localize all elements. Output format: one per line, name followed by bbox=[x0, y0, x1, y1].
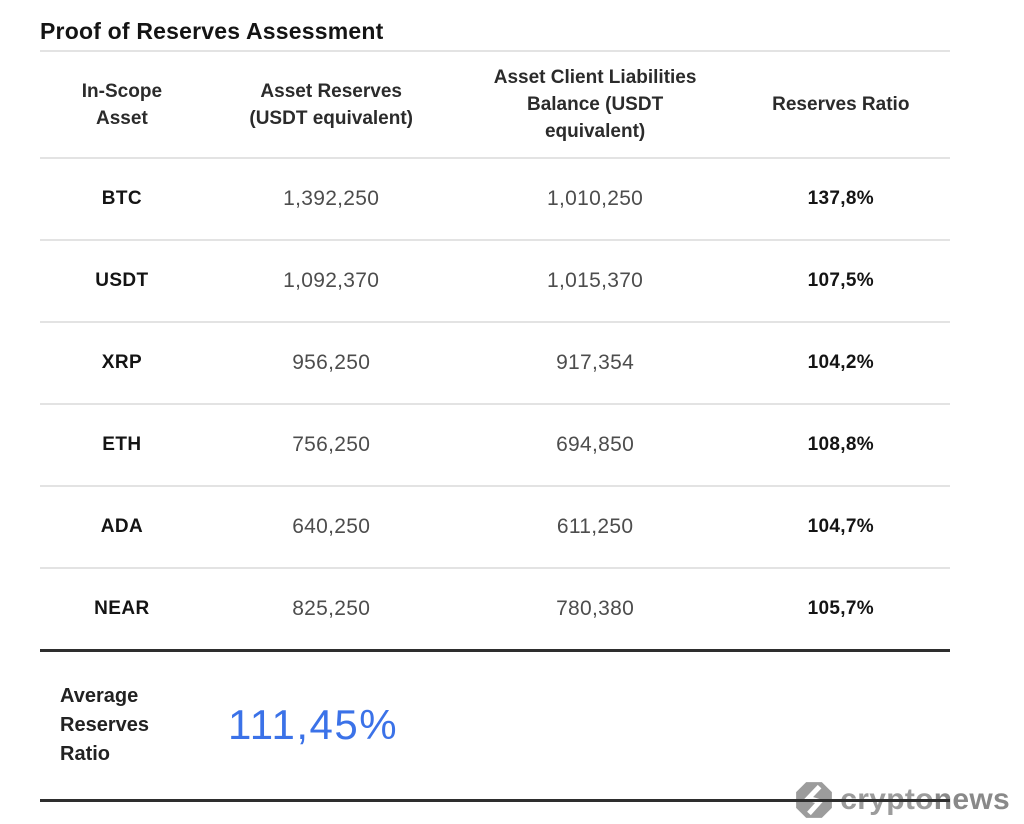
asset-name: USDT bbox=[95, 270, 149, 291]
table-row: BTC 1,392,250 1,010,250 137,8% bbox=[40, 159, 950, 241]
reserves-ratio: 104,7% bbox=[807, 516, 874, 537]
asset-reserves: 1,092,370 bbox=[283, 269, 380, 292]
table-row: ETH 756,250 694,850 108,8% bbox=[40, 405, 950, 487]
asset-reserves: 1,392,250 bbox=[283, 187, 380, 210]
asset-reserves: 956,250 bbox=[292, 351, 371, 374]
reserves-ratio: 108,8% bbox=[807, 434, 874, 455]
asset-liabilities: 611,250 bbox=[556, 515, 634, 538]
asset-name: BTC bbox=[101, 188, 143, 209]
reserves-ratio: 105,7% bbox=[807, 598, 874, 619]
reserves-table: In-Scope Asset Asset Reserves (USDT equi… bbox=[40, 50, 950, 652]
asset-liabilities: 780,380 bbox=[556, 597, 635, 620]
reserves-ratio: 104,2% bbox=[807, 352, 874, 373]
col-header-reserves: Asset Reserves (USDT equivalent) bbox=[249, 80, 413, 129]
asset-liabilities: 1,010,250 bbox=[547, 187, 644, 210]
reserves-ratio: 137,8% bbox=[807, 188, 874, 209]
asset-name: ETH bbox=[102, 434, 142, 455]
asset-liabilities: 917,354 bbox=[556, 351, 635, 374]
asset-reserves: 756,250 bbox=[292, 433, 371, 456]
average-reserves-label: Average Reserves Ratio bbox=[60, 684, 149, 765]
table-row: USDT 1,092,370 1,015,370 107,5% bbox=[40, 241, 950, 323]
table-header-row: In-Scope Asset Asset Reserves (USDT equi… bbox=[40, 52, 950, 159]
average-reserves-summary: Average Reserves Ratio 111,45% bbox=[60, 650, 950, 800]
col-header-asset: In-Scope Asset bbox=[81, 80, 163, 129]
asset-reserves: 825,250 bbox=[292, 597, 371, 620]
bottom-divider bbox=[40, 799, 950, 802]
reserves-ratio: 107,5% bbox=[807, 270, 874, 291]
asset-name: ADA bbox=[100, 516, 144, 537]
asset-reserves: 640,250 bbox=[292, 515, 371, 538]
asset-liabilities: 1,015,370 bbox=[547, 269, 644, 292]
table-row: NEAR 825,250 780,380 105,7% bbox=[40, 569, 950, 649]
asset-liabilities: 694,850 bbox=[556, 433, 635, 456]
col-header-liabilities: Asset Client Liabilities Balance (USDT e… bbox=[493, 67, 697, 142]
col-header-ratio: Reserves Ratio bbox=[772, 94, 910, 115]
average-reserves-value: 111,45% bbox=[228, 701, 399, 748]
asset-name: NEAR bbox=[94, 598, 150, 619]
table-row: XRP 956,250 917,354 104,2% bbox=[40, 323, 950, 405]
asset-name: XRP bbox=[101, 352, 143, 373]
page-title: Proof of Reserves Assessment bbox=[40, 18, 384, 44]
table-row: ADA 640,250 611,250 104,7% bbox=[40, 487, 950, 569]
